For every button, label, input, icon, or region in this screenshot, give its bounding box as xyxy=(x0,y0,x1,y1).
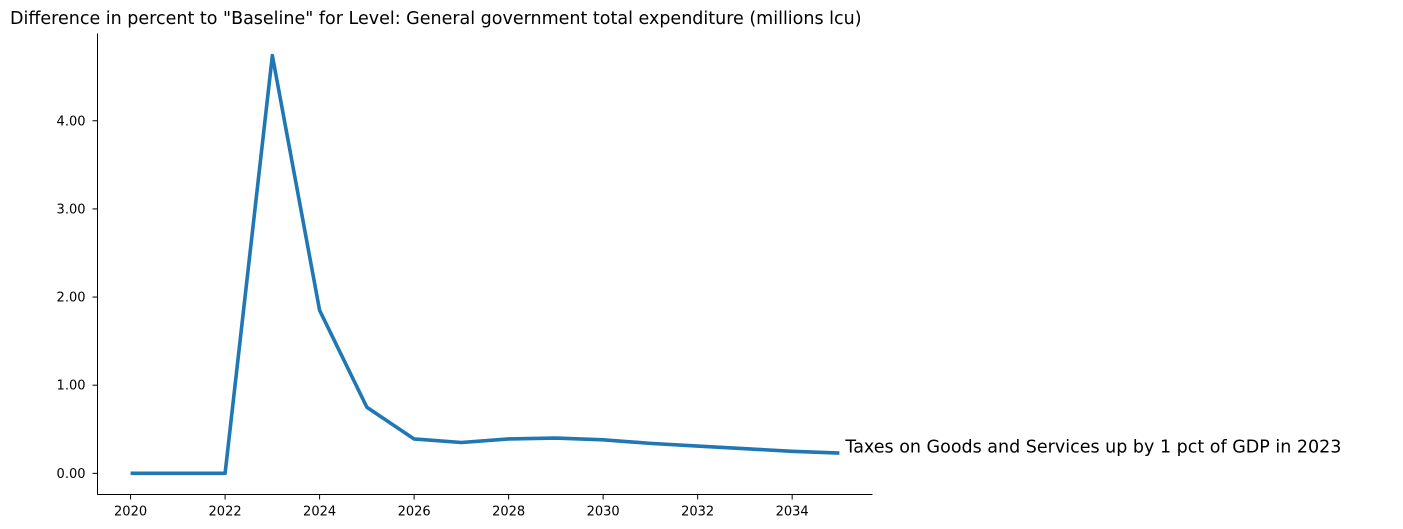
plot-area: Taxes on Goods and Services up by 1 pct … xyxy=(130,53,1341,476)
x-tick-label: 2028 xyxy=(492,505,525,520)
y-axis-ticks: 0.00 1.00 2.00 3.00 4.00 xyxy=(57,114,98,482)
x-axis-ticks: 2020 2022 2024 2026 2028 2030 2032 2034 xyxy=(114,494,809,520)
y-tick-label: 0.00 xyxy=(57,467,86,482)
axes: 2020 2022 2024 2026 2028 2030 2032 2034 0.00 1.0… xyxy=(57,33,873,520)
y-tick-label: 3.00 xyxy=(57,202,86,217)
x-tick-label: 2026 xyxy=(398,505,431,520)
x-tick-label: 2030 xyxy=(587,505,620,520)
y-tick-label: 4.00 xyxy=(57,114,86,129)
x-tick-label: 2020 xyxy=(114,505,147,520)
series-line xyxy=(130,53,840,476)
y-tick-label: 2.00 xyxy=(57,291,86,306)
chart-title: Difference in percent to "Baseline" for … xyxy=(10,9,862,29)
y-tick-label: 1.00 xyxy=(57,379,86,394)
series-end-label: Taxes on Goods and Services up by 1 pct … xyxy=(844,438,1341,458)
x-tick-label: 2034 xyxy=(776,505,809,520)
x-tick-label: 2022 xyxy=(209,505,242,520)
x-tick-label: 2032 xyxy=(681,505,714,520)
x-tick-label: 2024 xyxy=(303,505,336,520)
